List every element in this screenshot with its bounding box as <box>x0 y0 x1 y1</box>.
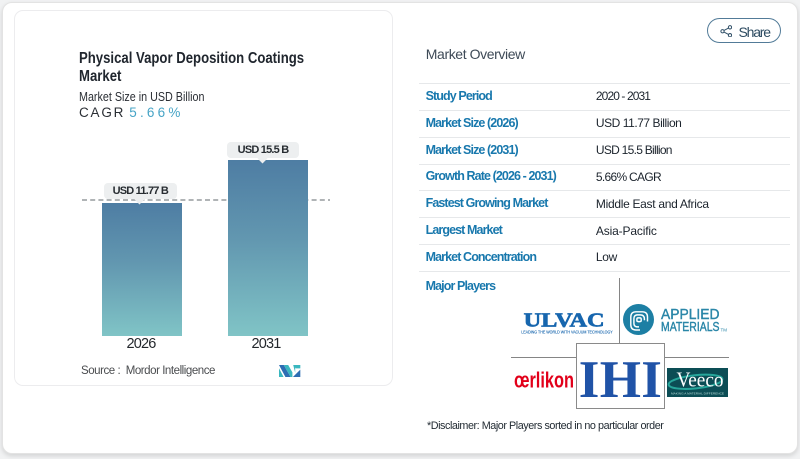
svg-text:MAKING A MATERIAL DIFFERENCE: MAKING A MATERIAL DIFFERENCE <box>671 391 724 395</box>
svg-text:LEADING THE WORLD WITH VACUUM: LEADING THE WORLD WITH VACUUM TECHNOLOGY <box>521 329 613 335</box>
svg-text:Veeco: Veeco <box>677 368 724 392</box>
svg-text:MATERIALS: MATERIALS <box>661 320 720 334</box>
svg-text:ULVAC: ULVAC <box>524 309 605 331</box>
svg-text:APPLIED: APPLIED <box>661 307 720 323</box>
svg-text:œrlikon: œrlikon <box>514 368 574 392</box>
svg-text:TM: TM <box>721 328 728 333</box>
